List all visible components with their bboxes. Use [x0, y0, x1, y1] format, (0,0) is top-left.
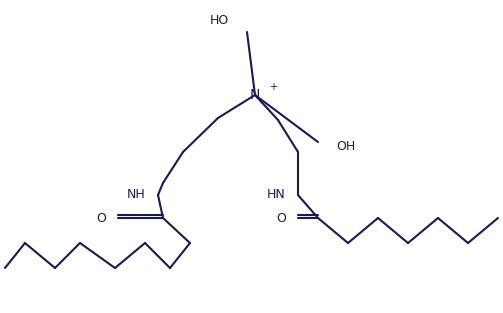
Text: O: O [276, 212, 286, 224]
Text: N: N [250, 88, 260, 102]
Text: HO: HO [210, 13, 229, 27]
Text: HN: HN [267, 188, 286, 202]
Text: O: O [96, 212, 106, 224]
Text: OH: OH [336, 141, 355, 153]
Text: +: + [269, 82, 277, 92]
Text: NH: NH [127, 188, 146, 202]
